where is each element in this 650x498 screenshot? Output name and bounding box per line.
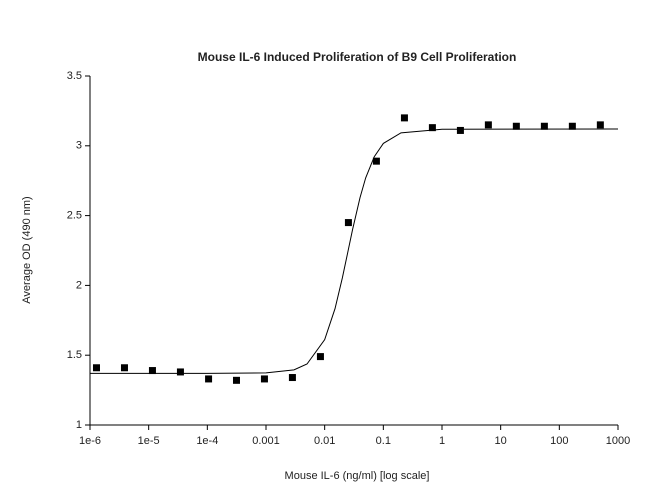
x-tick-label: 0.001 (252, 435, 280, 447)
data-point (484, 121, 492, 129)
data-point (316, 353, 324, 361)
y-tick-label: 3.5 (67, 70, 82, 82)
chart-title: Mouse IL-6 Induced Proliferation of B9 C… (198, 50, 517, 64)
data-point (205, 375, 213, 383)
data-point (120, 364, 128, 372)
x-tick-label: 10 (495, 435, 507, 447)
x-tick-label: 1e-4 (196, 435, 218, 447)
data-point (568, 122, 576, 130)
x-tick-label: 1e-6 (79, 435, 101, 447)
data-point (512, 122, 520, 130)
data-point (344, 219, 352, 227)
y-tick-label: 2.5 (67, 210, 82, 222)
data-point (260, 375, 268, 383)
y-tick-label: 1.5 (67, 349, 82, 361)
x-tick-label: 1 (439, 435, 445, 447)
x-tick-label: 100 (550, 435, 568, 447)
data-point (92, 364, 100, 372)
y-tick-label: 1 (76, 419, 82, 431)
data-point (372, 157, 380, 165)
data-point (540, 122, 548, 130)
y-tick-label: 3 (76, 140, 82, 152)
x-tick-label: 1000 (606, 435, 630, 447)
data-point (176, 368, 184, 376)
y-axis-label: Average OD (490 nm) (21, 196, 33, 303)
x-tick-label: 0.1 (376, 435, 391, 447)
y-tick-label: 2 (76, 279, 82, 291)
data-point (288, 374, 296, 382)
data-point (428, 124, 436, 132)
data-point (596, 121, 604, 129)
data-point (148, 367, 156, 375)
fit-curve (90, 128, 619, 374)
data-point (456, 126, 464, 134)
x-tick-label: 0.01 (314, 435, 335, 447)
x-axis-label: Mouse IL-6 (ng/ml) [log scale] (285, 470, 430, 482)
data-point (400, 114, 408, 122)
x-tick-label: 1e-5 (138, 435, 160, 447)
data-point (232, 376, 240, 384)
